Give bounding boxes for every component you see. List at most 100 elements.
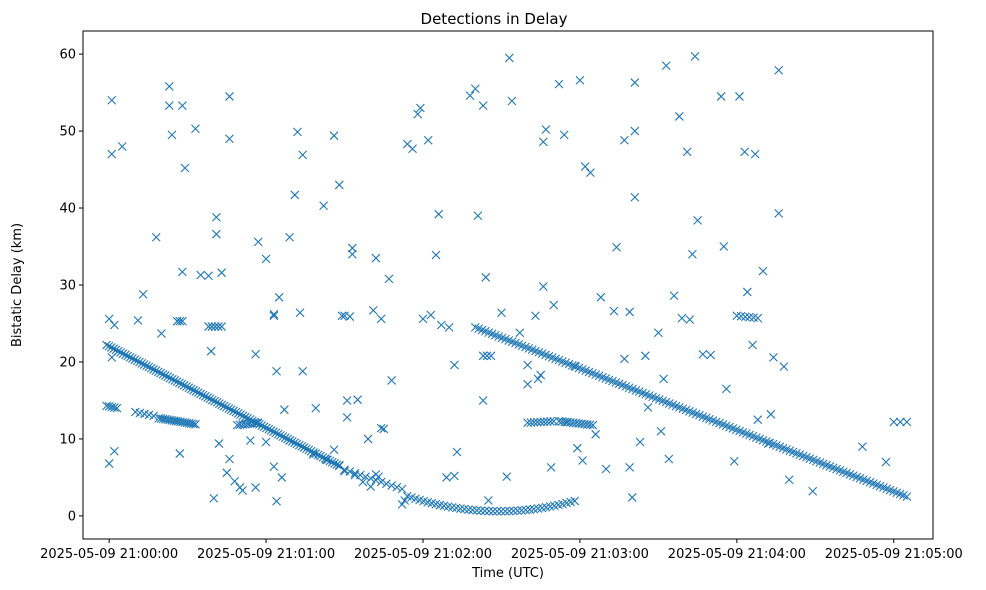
data-point	[272, 496, 281, 506]
data-point	[659, 374, 669, 384]
data-point	[749, 313, 758, 323]
data-point	[736, 311, 746, 321]
data-point	[274, 292, 284, 302]
data-point	[515, 328, 525, 338]
data-point	[753, 313, 763, 323]
data-point	[151, 366, 161, 376]
data-point	[238, 411, 248, 421]
data-point	[104, 402, 114, 411]
data-point	[808, 486, 818, 496]
data-point	[170, 376, 180, 385]
y-tick-label: 10	[59, 432, 76, 447]
plot-area	[102, 52, 912, 516]
data-point	[297, 441, 307, 451]
data-point	[334, 180, 344, 190]
data-point	[585, 168, 595, 178]
y-axis-label: Bistatic Delay (km)	[10, 223, 25, 347]
data-point	[191, 124, 200, 134]
data-point	[504, 53, 514, 63]
data-point	[111, 345, 121, 355]
data-point	[214, 439, 224, 448]
data-point	[496, 506, 506, 516]
data-point	[682, 147, 692, 157]
data-point	[217, 268, 227, 278]
data-point	[376, 314, 386, 324]
data-point	[245, 436, 255, 445]
data-point	[180, 163, 190, 173]
data-point	[523, 360, 533, 370]
data-point	[309, 448, 318, 457]
data-point	[575, 75, 585, 85]
data-point	[196, 270, 206, 280]
data-point	[400, 496, 410, 505]
data-point	[601, 464, 611, 474]
data-point	[690, 52, 700, 61]
data-point	[225, 92, 234, 101]
data-point	[285, 232, 295, 242]
data-point	[262, 423, 271, 433]
data-point	[464, 505, 473, 515]
data-point	[525, 505, 535, 514]
data-point	[123, 351, 133, 361]
data-point	[452, 447, 462, 457]
data-point	[384, 274, 394, 284]
data-point	[118, 349, 128, 358]
data-point	[478, 351, 488, 361]
data-point	[481, 272, 491, 282]
plot-frame	[82, 30, 934, 540]
data-point	[128, 354, 137, 363]
data-point	[562, 417, 572, 427]
data-point	[302, 444, 311, 454]
data-point	[308, 449, 318, 459]
data-point	[483, 496, 493, 505]
data-point	[279, 405, 289, 415]
data-point	[758, 266, 768, 276]
data-point	[230, 476, 240, 486]
data-point	[182, 382, 191, 391]
data-point	[294, 440, 304, 450]
data-point	[627, 493, 637, 502]
data-point	[630, 192, 640, 202]
data-point	[342, 412, 352, 422]
data-point	[482, 351, 492, 361]
x-tick-label: 2025-05-09 21:05:00	[825, 547, 963, 562]
y-tick-label: 30	[59, 279, 76, 294]
data-point	[200, 391, 210, 401]
data-point	[376, 423, 386, 433]
data-point	[585, 420, 595, 430]
data-point	[881, 457, 891, 467]
data-point	[293, 127, 302, 137]
data-point	[533, 417, 542, 427]
data-point	[323, 455, 332, 465]
data-point	[132, 356, 142, 366]
data-point	[160, 371, 170, 380]
data-point	[251, 418, 261, 428]
data-point	[507, 96, 517, 106]
data-point	[156, 368, 166, 378]
data-point	[233, 409, 243, 418]
data-point	[130, 355, 140, 365]
data-point	[177, 316, 187, 326]
data-point	[149, 365, 158, 374]
data-point	[693, 215, 703, 225]
data-point	[484, 506, 494, 516]
data-point	[529, 418, 539, 427]
data-point	[415, 103, 425, 113]
data-point	[219, 401, 229, 411]
data-point	[295, 308, 305, 318]
data-point	[107, 149, 117, 159]
data-point	[513, 506, 522, 516]
data-point	[570, 361, 580, 371]
data-point	[225, 134, 234, 144]
data-point	[486, 351, 496, 361]
data-point	[184, 383, 194, 393]
data-point	[492, 506, 502, 516]
data-point	[133, 316, 143, 325]
data-point	[596, 292, 606, 302]
data-point	[107, 95, 117, 105]
data-point	[572, 443, 582, 453]
data-point	[742, 287, 752, 297]
data-point	[418, 314, 428, 324]
data-point	[619, 135, 629, 145]
data-point	[198, 390, 208, 400]
